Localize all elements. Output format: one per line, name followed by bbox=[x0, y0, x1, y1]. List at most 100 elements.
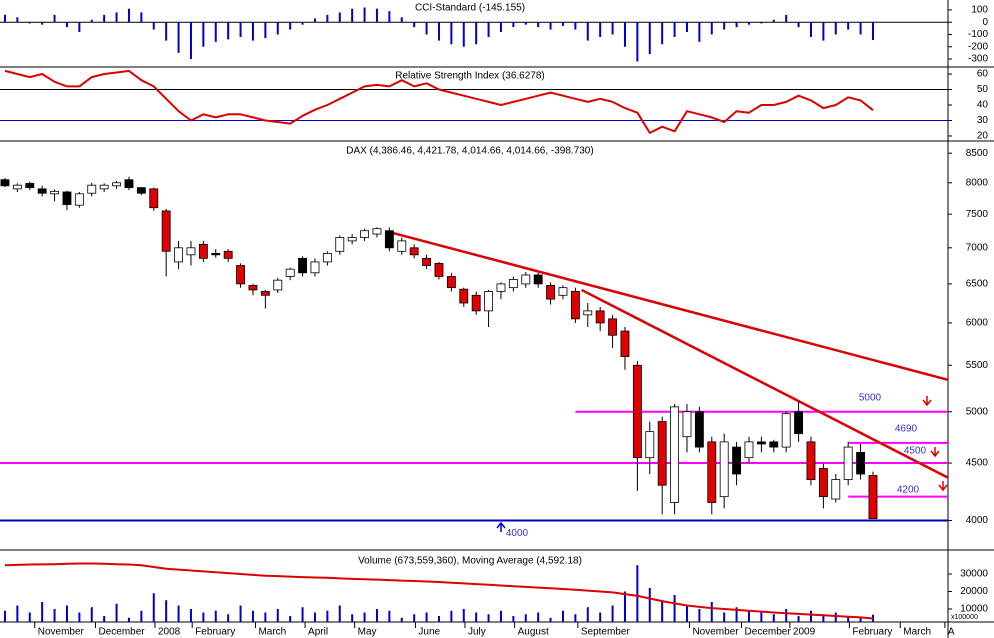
bar bbox=[499, 22, 502, 33]
x-tick-label: December bbox=[98, 627, 145, 638]
x-tick-label: March bbox=[903, 627, 931, 638]
level-label: 4500 bbox=[904, 446, 927, 457]
bar bbox=[475, 612, 478, 622]
candle-body bbox=[868, 475, 878, 520]
bar bbox=[165, 600, 168, 622]
candle-body bbox=[632, 364, 642, 459]
bar bbox=[53, 608, 56, 622]
candle-body bbox=[583, 310, 593, 316]
candle-body bbox=[74, 193, 84, 206]
candle-body bbox=[521, 274, 531, 285]
bar bbox=[264, 612, 267, 622]
bar bbox=[797, 22, 800, 28]
bar bbox=[710, 601, 713, 622]
y-tick-label: 6000 bbox=[966, 318, 989, 329]
candle-body bbox=[360, 230, 369, 238]
scale-label: x100000 bbox=[951, 614, 978, 621]
candle-body bbox=[322, 253, 332, 263]
candle-body bbox=[459, 288, 469, 304]
bar bbox=[313, 18, 316, 23]
bar bbox=[661, 601, 664, 622]
bar bbox=[772, 614, 775, 622]
bar bbox=[152, 593, 155, 622]
candle-body bbox=[818, 468, 828, 498]
y-tick-label: 5500 bbox=[966, 360, 989, 371]
candle-body bbox=[260, 291, 270, 296]
bar bbox=[388, 610, 391, 622]
bar bbox=[462, 608, 465, 622]
bar bbox=[710, 22, 713, 35]
candle-body bbox=[347, 237, 357, 242]
y-tick-label: 20 bbox=[977, 131, 989, 142]
bar bbox=[413, 22, 416, 28]
x-tick-label: February bbox=[852, 627, 892, 638]
bar bbox=[28, 612, 31, 622]
candle-body bbox=[384, 230, 394, 249]
bar bbox=[623, 591, 626, 622]
bar bbox=[772, 19, 775, 23]
level-label: 5000 bbox=[859, 392, 882, 403]
bar bbox=[103, 14, 106, 23]
y-tick-label: -200 bbox=[968, 41, 988, 52]
bar bbox=[189, 608, 192, 622]
bar bbox=[499, 610, 502, 622]
bar bbox=[760, 612, 763, 622]
candle-body bbox=[595, 310, 605, 324]
bar bbox=[785, 608, 788, 622]
y-tick-label: 40 bbox=[977, 100, 989, 111]
y-tick-label: 60 bbox=[977, 69, 989, 80]
bar bbox=[127, 8, 130, 23]
bar bbox=[747, 22, 750, 25]
bar bbox=[289, 22, 292, 30]
x-tick-label: November bbox=[692, 627, 739, 638]
candle-body bbox=[99, 184, 109, 190]
bar bbox=[586, 22, 589, 41]
candle-body bbox=[570, 291, 580, 320]
y-tick-label: 6500 bbox=[966, 279, 989, 290]
bar bbox=[673, 22, 676, 37]
bar bbox=[462, 22, 465, 47]
bar bbox=[326, 14, 329, 23]
x-tick-label: A bbox=[948, 627, 955, 638]
bar bbox=[115, 603, 118, 622]
bar bbox=[537, 612, 540, 622]
panel-title: CCI-Standard (-145.155) bbox=[415, 3, 525, 14]
panel-title: Relative Strength Index (36.6278) bbox=[395, 71, 545, 82]
bar bbox=[165, 22, 168, 41]
level-label: 4690 bbox=[895, 424, 918, 435]
bar bbox=[561, 610, 564, 622]
bar bbox=[760, 22, 763, 24]
bar bbox=[189, 22, 192, 60]
arrow bbox=[496, 521, 506, 532]
bar bbox=[524, 614, 527, 622]
x-tick-label: November bbox=[38, 627, 85, 638]
bar bbox=[152, 22, 155, 30]
bar bbox=[78, 612, 81, 622]
x-tick-label: August bbox=[518, 627, 549, 638]
candle-body bbox=[298, 257, 307, 274]
candle-body bbox=[223, 250, 233, 259]
candle-body bbox=[409, 247, 419, 256]
bar bbox=[351, 8, 354, 23]
bar bbox=[202, 612, 205, 622]
bar bbox=[822, 22, 825, 41]
bar bbox=[115, 12, 118, 23]
candle-body bbox=[285, 268, 295, 277]
candle-body bbox=[657, 421, 667, 486]
bar bbox=[475, 22, 478, 45]
y-tick-label: -100 bbox=[968, 29, 988, 40]
bar bbox=[301, 607, 304, 622]
candle-body bbox=[112, 182, 121, 187]
bar bbox=[636, 22, 639, 62]
candle-body bbox=[186, 247, 196, 256]
bar bbox=[859, 22, 862, 35]
bar bbox=[847, 22, 850, 30]
candle-body bbox=[25, 182, 35, 189]
candle-body bbox=[645, 431, 655, 459]
candle-body bbox=[124, 179, 134, 189]
bar bbox=[661, 22, 664, 45]
candle-body bbox=[608, 318, 618, 336]
bar bbox=[413, 614, 416, 622]
candle-body bbox=[732, 446, 742, 475]
bar bbox=[214, 610, 217, 622]
